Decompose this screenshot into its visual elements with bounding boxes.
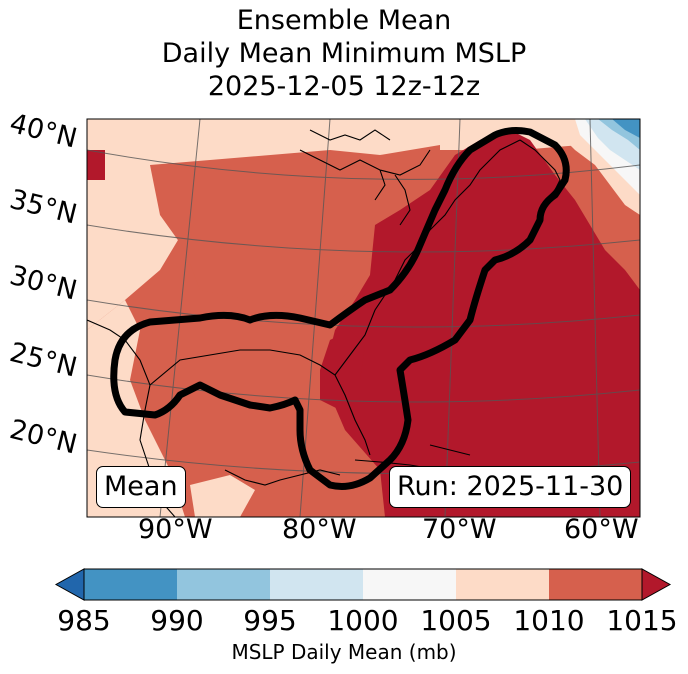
colorbar-segment <box>270 569 364 600</box>
colorbar-tick-label: 1015 <box>606 604 678 637</box>
lon-label-70w: 70°W <box>422 514 497 545</box>
colorbar-segment <box>456 569 550 600</box>
run-date-box: Run: 2025-11-30 <box>389 466 632 508</box>
colorbar-tick-label: 1010 <box>513 604 585 637</box>
colorbar-segment <box>84 569 178 600</box>
colorbar-segments <box>54 568 672 601</box>
field-mid-central <box>150 145 440 310</box>
colorbar-tick-label: 1000 <box>327 604 399 637</box>
map-frame <box>86 118 641 518</box>
colorbar-tick-label: 995 <box>243 604 297 637</box>
field-light-west <box>87 300 185 517</box>
colorbar-tick-label: 1005 <box>420 604 492 637</box>
colorbar-frame <box>83 568 643 601</box>
colorbar-extend-high <box>641 568 672 601</box>
lon-label-80w: 80°W <box>282 514 357 545</box>
map-title-line2: Daily Mean Minimum MSLP <box>161 38 527 69</box>
map-title-line3: 2025-12-05 12z-12z <box>207 71 481 102</box>
colorbar-title: MSLP Daily Mean (mb) <box>231 640 457 664</box>
colorbar-extend-low <box>54 568 85 601</box>
ensemble-mean-contour <box>110 127 570 490</box>
lon-label-90w: 90°W <box>138 514 213 545</box>
colorbar-segment <box>177 569 271 600</box>
colorbar-segment <box>549 569 643 600</box>
colorbar-segment <box>363 569 457 600</box>
field-deep-ocean <box>325 130 640 517</box>
map-field <box>87 119 640 517</box>
colorbar-tick-label: 990 <box>150 604 204 637</box>
field-deep-nw <box>87 150 105 180</box>
mean-box: Mean <box>96 466 186 508</box>
colorbar-tick-label: 985 <box>57 604 111 637</box>
lon-label-60w: 60°W <box>564 514 639 545</box>
field-bluedark-ne <box>612 119 640 138</box>
field-light-sw <box>190 475 255 517</box>
map-title-line1: Ensemble Mean <box>236 5 452 36</box>
